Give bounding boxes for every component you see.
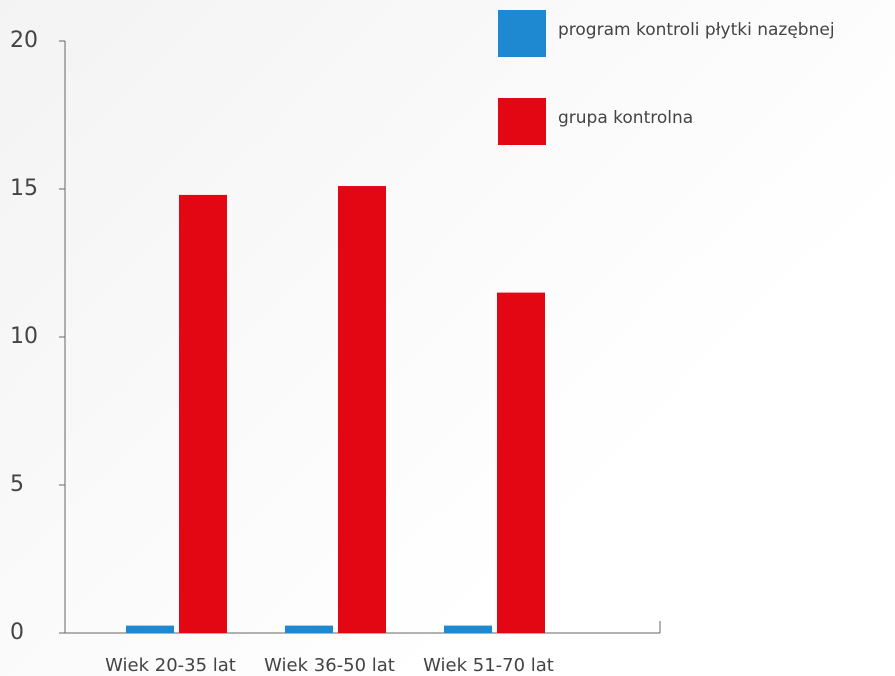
y-tick-label: 10 [10, 324, 38, 349]
bar [126, 625, 174, 633]
x-tick-label: Wiek 20-35 lat [105, 655, 236, 676]
bar [285, 625, 333, 633]
x-tick-label: Wiek 36-50 lat [264, 655, 395, 676]
y-tick-label: 0 [10, 620, 24, 645]
bar [179, 194, 227, 634]
x-tick-label: Wiek 51-70 lat [423, 655, 554, 676]
legend-label: grupa kontrolna [558, 108, 693, 128]
y-tick-label: 20 [10, 28, 38, 53]
y-tick-label: 15 [10, 176, 38, 201]
legend-swatch [498, 98, 546, 145]
y-tick-label: 5 [10, 472, 24, 497]
legend-swatch [498, 10, 546, 57]
bar [497, 292, 545, 633]
legend-label: program kontroli płytki nazębnej [558, 20, 835, 40]
bar [444, 625, 492, 633]
bar [338, 186, 386, 634]
